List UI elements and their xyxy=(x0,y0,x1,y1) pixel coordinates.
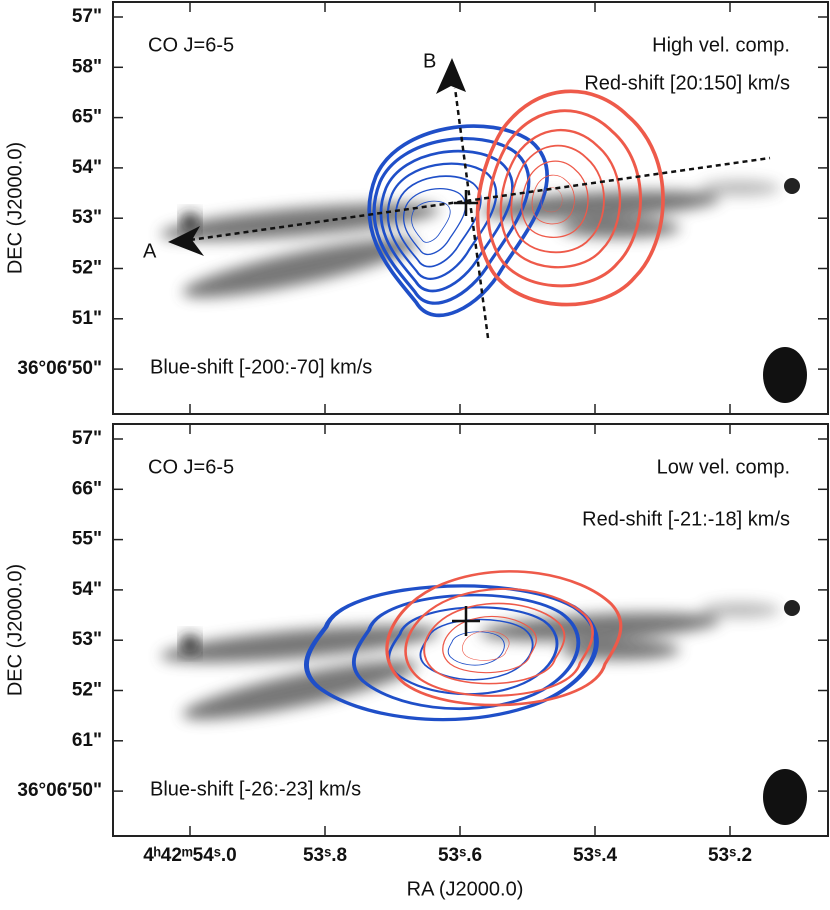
y-tick-label: 58" xyxy=(72,56,102,77)
y-tick-label: 53" xyxy=(72,207,102,228)
y-tick-label: 36°06′50" xyxy=(17,358,102,379)
cross xyxy=(454,190,478,216)
x-tick-label: 53ˢ.8 xyxy=(303,845,347,866)
y-tick-label: 54" xyxy=(72,157,102,178)
panel-title: CO J=6-5 xyxy=(148,34,234,56)
y-tick-label: 51" xyxy=(72,308,102,329)
y-tick-label: 65" xyxy=(72,107,102,128)
x-axis-label: RA (J2000.0) xyxy=(407,878,524,900)
y-axis-label: DEC (J2000.0) xyxy=(4,142,26,274)
y-tick-label: 61" xyxy=(72,730,102,751)
blue-contours xyxy=(367,124,550,318)
y-tick-label: 55" xyxy=(72,529,102,550)
component-label: Low vel. comp. xyxy=(657,456,790,478)
panel-title: CO J=6-5 xyxy=(148,456,234,478)
x-tick-label: 53ˢ.4 xyxy=(573,845,618,866)
labels: CO J=6-5 High vel. comp. Red-shift [20:150… xyxy=(4,2,828,900)
beam xyxy=(763,347,807,403)
y-tick-label: 36°06′50" xyxy=(17,780,102,801)
plot-frame xyxy=(112,423,829,837)
panel-bottom xyxy=(112,423,829,837)
x-tick-label: 53ˢ.6 xyxy=(438,845,482,866)
y-tick-label: 52" xyxy=(72,258,102,279)
axis-a-line xyxy=(189,156,771,242)
y-tick-label: 53" xyxy=(72,629,102,650)
component-label: High vel. comp. xyxy=(652,34,790,56)
y-tick-label: 57" xyxy=(72,428,102,449)
y-tick-label: 57" xyxy=(72,6,102,27)
cross xyxy=(452,606,480,636)
arrow-b-label: B xyxy=(423,50,436,72)
beam xyxy=(763,769,807,825)
x-tick-label: 53ˢ.2 xyxy=(708,845,752,866)
blue-shift-label: Blue-shift [-200:-70] km/s xyxy=(150,356,372,378)
arrow-b xyxy=(436,58,466,94)
y-tick-label: 52" xyxy=(72,680,102,701)
red-shift-label: Red-shift [20:150] km/s xyxy=(584,72,790,94)
arrow-a-label: A xyxy=(143,240,157,262)
blue-shift-label: Blue-shift [-26:-23] km/s xyxy=(150,778,361,800)
plot-frame xyxy=(112,1,829,415)
y-tick-label: 66" xyxy=(72,478,102,499)
y-axis-label: DEC (J2000.0) xyxy=(4,564,26,696)
axis-b-line xyxy=(453,87,490,339)
red-shift-label: Red-shift [-21:-18] km/s xyxy=(582,508,790,530)
x-tick-label: 4ʰ42ᵐ54ˢ.0 xyxy=(143,845,237,866)
y-tick-label: 54" xyxy=(72,579,102,600)
arrow-a xyxy=(168,226,204,256)
panel-top xyxy=(112,1,829,415)
